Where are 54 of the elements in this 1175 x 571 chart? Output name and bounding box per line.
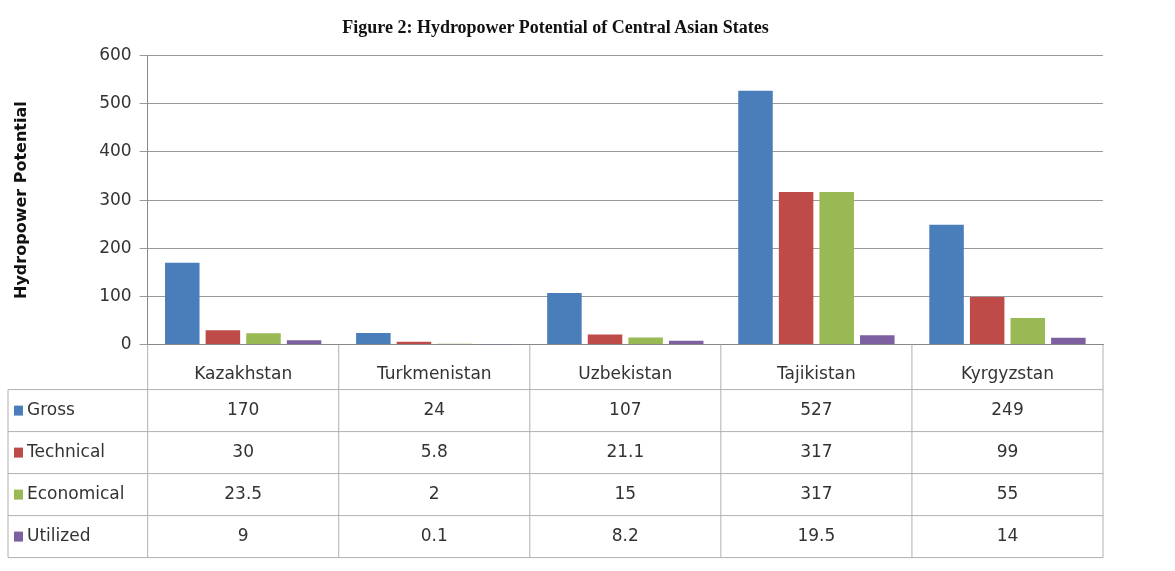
data-label: 317 [800, 441, 833, 462]
bar [1010, 318, 1046, 345]
bar [286, 340, 322, 345]
data-label: 30 [232, 441, 254, 462]
x-tick-label: Turkmenistan [375, 363, 492, 384]
chart-title: Figure 2: Hydropower Potential of Central Asian States [342, 17, 769, 38]
legend-label: Utilized [27, 525, 91, 546]
bar [246, 333, 281, 345]
bar [205, 330, 241, 345]
bar [547, 293, 582, 345]
data-label: 15 [614, 483, 637, 504]
bar [628, 337, 663, 345]
bar [969, 296, 1005, 345]
bar [819, 191, 854, 345]
data-label: 99 [996, 441, 1019, 462]
data-label: 14 [996, 525, 1019, 546]
bar [165, 262, 200, 345]
bar [738, 90, 773, 345]
x-tick-label: Uzbekistan [578, 363, 673, 384]
x-tick-label: Kyrgyzstan [960, 363, 1055, 384]
y-tick-label: 200 [99, 236, 132, 257]
legend-label: Economical [27, 483, 125, 504]
y-tick-label: 300 [99, 188, 132, 209]
bar [860, 335, 895, 345]
bar [356, 333, 391, 345]
data-label: 107 [609, 399, 642, 420]
x-tick-label: Tajikistan [776, 363, 856, 384]
bar [929, 224, 964, 345]
bar [1051, 337, 1086, 345]
y-tick-label: 600 [99, 44, 132, 65]
bar [778, 191, 814, 345]
data-label: 8.2 [611, 525, 639, 546]
y-tick-label: 400 [99, 140, 132, 161]
data-label: 19.5 [797, 525, 836, 546]
data-label: 9 [237, 525, 249, 546]
data-label: 527 [800, 399, 833, 420]
data-label: 249 [991, 399, 1024, 420]
data-label: 0.1 [420, 525, 448, 546]
data-label: 170 [226, 399, 260, 420]
data-label: 317 [800, 483, 833, 504]
y-axis-title: Hydropower Potential [10, 101, 30, 299]
data-label: 55 [996, 483, 1019, 504]
x-tick-label: Kazakhstan [194, 363, 293, 384]
y-tick-label: 0 [120, 333, 132, 354]
y-tick-label: 500 [99, 92, 132, 113]
y-tick-label: 100 [99, 284, 132, 305]
data-label: 5.8 [420, 441, 448, 462]
bar [587, 334, 623, 345]
legend-label: Technical [26, 441, 106, 462]
data-label: 21.1 [606, 441, 645, 462]
data-label: 23.5 [224, 483, 263, 504]
data-label: 24 [423, 399, 446, 420]
legend-label: Gross [27, 399, 76, 420]
data-label: 2 [428, 483, 440, 504]
